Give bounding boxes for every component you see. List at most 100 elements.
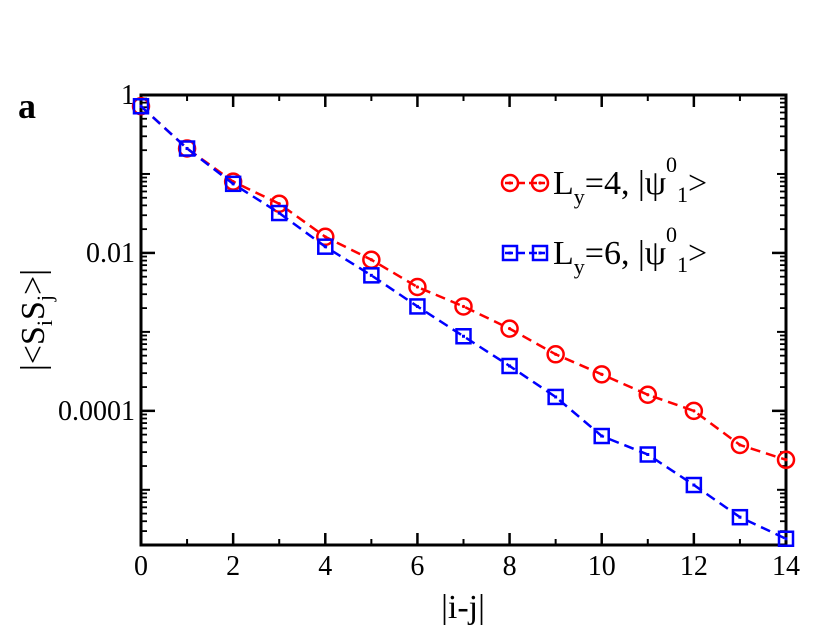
data-point-dot (369, 273, 373, 277)
data-point-dot (554, 352, 558, 356)
x-tick-label: 14 (772, 551, 800, 582)
legend-marker (531, 244, 549, 262)
legend-marker-dot (508, 181, 512, 185)
data-point-dot (139, 104, 143, 108)
data-point-dot (554, 395, 558, 399)
legend-label-part: y (574, 184, 585, 209)
svg-text:|<SiSj>|: |<SiSj>| (15, 269, 57, 371)
data-point (501, 357, 518, 375)
legend-marker (530, 173, 550, 193)
legend-label-part: > (688, 235, 707, 272)
legend-label: Ly=6, |ψ01> (553, 222, 707, 279)
data-point (776, 450, 796, 470)
data-point-dot (323, 245, 327, 249)
data-point (316, 227, 335, 247)
data-point (224, 175, 242, 193)
legend-label-part: > (688, 165, 707, 202)
data-point (270, 204, 288, 222)
data-point-dot (646, 452, 650, 456)
data-point-dot (508, 364, 512, 368)
legend-marker-dot (508, 251, 512, 255)
legend-label-part: 1 (677, 182, 688, 207)
data-point-dot (738, 515, 742, 519)
x-tick-label: 0 (134, 551, 148, 582)
series-line (140, 105, 787, 461)
data-point (684, 401, 704, 421)
data-point-dot (692, 483, 696, 487)
data-point-dot (784, 537, 788, 541)
data-point-dot (277, 211, 281, 215)
y-label-part-2: S (15, 301, 52, 320)
y-tick-label: 0.01 (86, 238, 135, 269)
data-point (730, 435, 750, 455)
data-point-dot (277, 202, 281, 206)
data-point-dot (600, 434, 604, 438)
data-point-dot (323, 235, 327, 239)
data-point (132, 98, 150, 115)
data-point-dot (784, 458, 788, 462)
legend-label-part: 0 (666, 152, 677, 177)
data-point (638, 385, 658, 404)
x-tick-label: 4 (318, 551, 332, 582)
legend-label-part: 1 (677, 252, 688, 277)
x-tick-label: 8 (503, 551, 517, 582)
data-point-dot (507, 327, 512, 331)
data-point-dot (415, 304, 419, 308)
data-point (592, 365, 611, 384)
data-point (500, 319, 519, 338)
data-point-dot (646, 393, 650, 397)
data-point (409, 298, 426, 315)
data-point (639, 446, 657, 463)
legend-marker-dot (538, 251, 542, 255)
x-tick-label: 6 (410, 551, 424, 582)
data-point (547, 388, 564, 406)
data-point (408, 277, 427, 297)
data-point-dot (185, 147, 189, 151)
data-point-dot (369, 258, 373, 262)
legend-entry-2: Ly=6, |ψ01> (501, 222, 707, 279)
series-1 (131, 97, 796, 470)
x-tick-label: 2 (226, 551, 240, 582)
y-label-part-3: >| (15, 269, 52, 295)
series-layer (131, 97, 796, 547)
y-label-sub-i: i (32, 320, 57, 326)
data-point (455, 328, 472, 345)
y-label-part-1: |<S (15, 326, 52, 371)
x-axis-label: |i-j| (441, 589, 485, 626)
y-axis-ticks: 1 0.01 0.0001 (58, 80, 786, 427)
data-point-dot (461, 304, 466, 309)
legend: Ly=4, |ψ01>Ly=6, |ψ01> (500, 152, 707, 279)
data-point-dot (462, 334, 465, 338)
data-point (454, 297, 473, 316)
data-point-dot (692, 409, 696, 413)
data-point-dot (415, 285, 420, 289)
data-point (178, 140, 196, 157)
data-point (593, 427, 610, 445)
y-tick-label: 1 (121, 80, 135, 111)
y-axis-label: |<SiSj>| (15, 269, 57, 371)
y-tick-label: 0.0001 (58, 396, 135, 427)
legend-label-part: L (553, 235, 574, 272)
y-minor-ticks (141, 97, 786, 532)
data-point-dot (231, 182, 235, 186)
legend-label-part: =4, |ψ (585, 165, 666, 202)
legend-entry-1: Ly=4, |ψ01> (500, 152, 707, 209)
x-tick-label: 10 (588, 551, 616, 582)
data-point-dot (600, 372, 604, 376)
data-point (546, 345, 565, 364)
legend-marker (500, 173, 520, 193)
panel-label: a (18, 86, 36, 126)
data-point-dot (738, 443, 742, 447)
legend-label-part: 0 (666, 222, 677, 247)
data-point (317, 238, 334, 255)
data-point (777, 530, 795, 547)
y-label-sub-j: j (32, 295, 57, 302)
legend-label-part: L (553, 165, 574, 202)
legend-label-part: =6, |ψ (585, 235, 666, 272)
data-point (685, 476, 703, 494)
series-2 (132, 98, 795, 547)
legend-marker-dot (538, 181, 542, 185)
x-axis-ticks: 0 2 4 6 8 10 12 14 (134, 95, 800, 582)
legend-label: Ly=4, |ψ01> (553, 152, 707, 209)
legend-marker (501, 244, 519, 262)
